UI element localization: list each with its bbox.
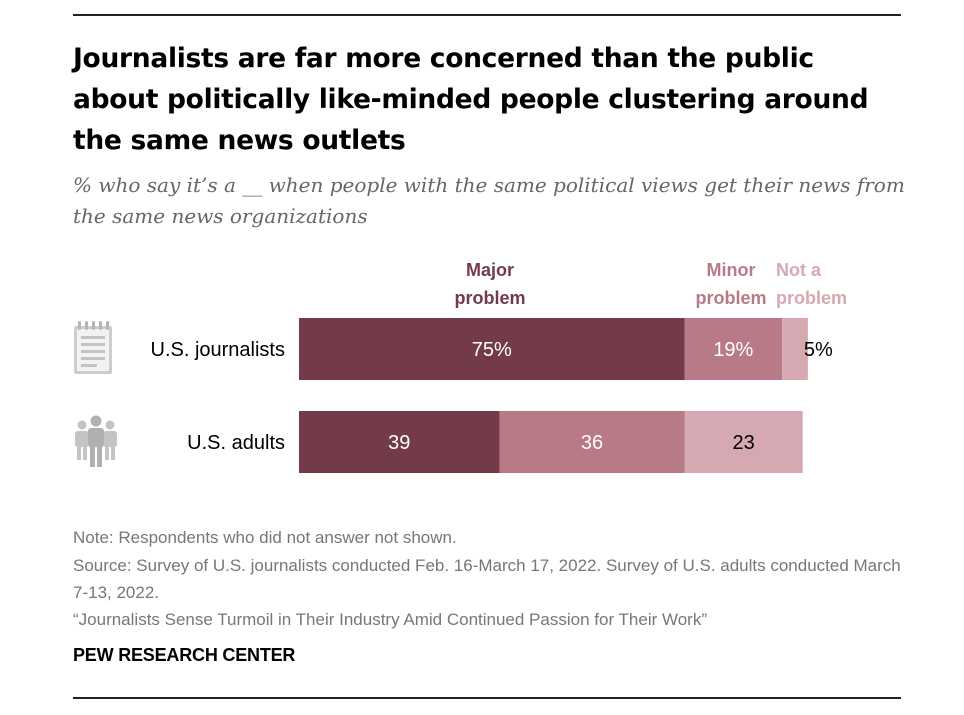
people-icon: [75, 415, 117, 467]
category-label: U.S. journalists: [151, 339, 286, 361]
bar-segment: [782, 318, 808, 380]
bottom-rule: [73, 697, 901, 699]
bar-segment: [684, 411, 803, 473]
chart-title: Journalists are far more concerned than …: [73, 43, 869, 156]
category-label: U.S. adults: [187, 432, 285, 454]
data-label: 75%: [472, 339, 512, 361]
notepad-icon: [74, 321, 112, 374]
chart-subtitle: % who say it’s a __ when people with the…: [73, 173, 905, 228]
notes: Note: Respondents who did not answer not…: [73, 524, 913, 633]
legend-not-a-problem: Not a problem: [776, 260, 848, 308]
bar-segment: [499, 411, 685, 473]
bar-segment: [684, 318, 783, 380]
legend-major-problem: Major problem: [454, 260, 526, 308]
data-label: 19%: [713, 339, 753, 361]
source-text: Source: Survey of U.S. journalists condu…: [73, 556, 901, 602]
bar-segment: [299, 318, 685, 380]
legend-minor-problem: Minor problem: [695, 260, 767, 308]
note-text: Note: Respondents who did not answer not…: [73, 528, 457, 547]
data-label: 36: [581, 432, 603, 454]
bar-segment: [299, 411, 500, 473]
pew-brand: PEW RESEARCH CENTER: [73, 645, 296, 665]
report-title: “Journalists Sense Turmoil in Their Indu…: [73, 610, 707, 629]
data-label: 5%: [804, 339, 833, 361]
top-rule: [73, 14, 901, 16]
data-label: 39: [388, 432, 410, 454]
data-label: 23: [732, 432, 754, 454]
